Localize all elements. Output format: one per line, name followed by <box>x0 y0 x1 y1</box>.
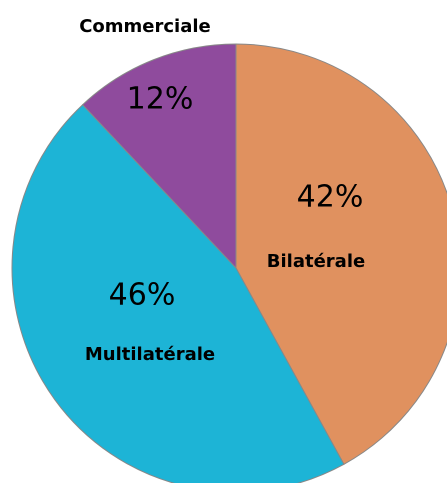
slice-name-label: Commerciale <box>79 16 211 37</box>
pie-slice <box>81 43 237 270</box>
slice-name-label: Multilatérale <box>85 344 215 365</box>
slice-value-label: 12% <box>127 82 194 117</box>
pie-slice <box>11 104 345 483</box>
slice-name-label: Bilatérale <box>267 251 365 272</box>
slice-value-label: 42% <box>297 180 364 215</box>
pie-slice <box>235 43 447 465</box>
slice-value-label: 46% <box>109 278 176 313</box>
